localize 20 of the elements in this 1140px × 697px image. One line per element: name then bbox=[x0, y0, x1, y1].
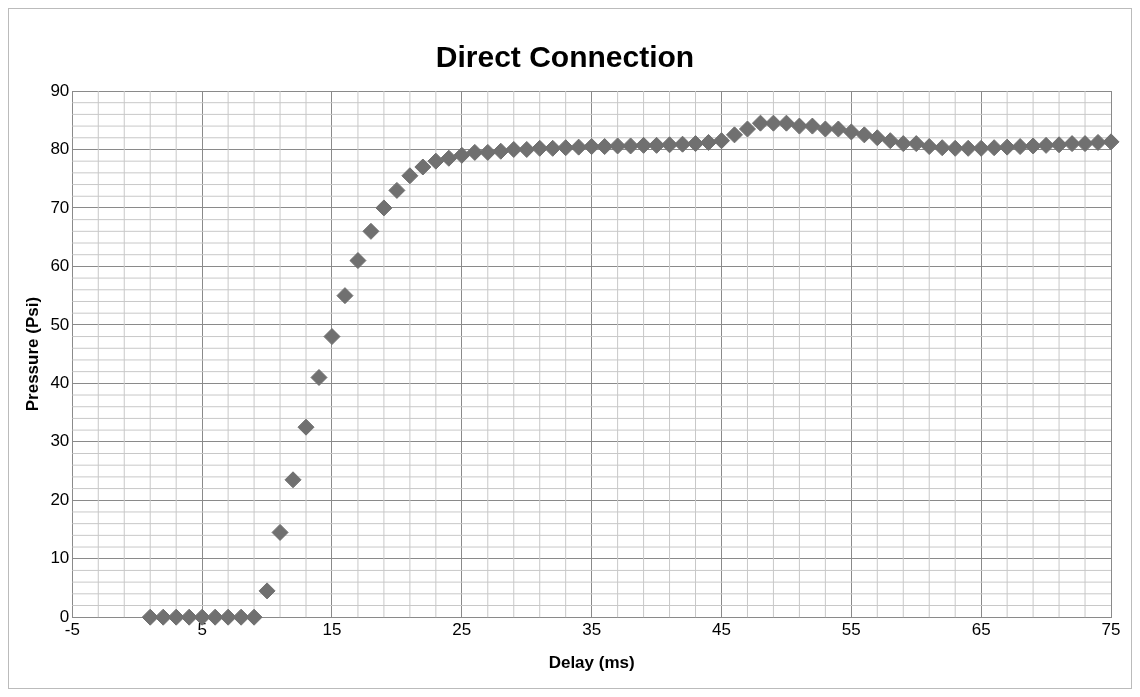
y-tick-label: 40 bbox=[50, 373, 70, 393]
y-tick-label: 90 bbox=[50, 80, 70, 100]
y-tick-label: 10 bbox=[50, 548, 70, 568]
x-tick-label: 35 bbox=[582, 620, 602, 640]
y-tick-label: 60 bbox=[50, 256, 70, 276]
y-tick-label: 0 bbox=[59, 606, 70, 626]
y-axis-title: Pressure (Psi) bbox=[22, 296, 42, 412]
y-tick-label: 50 bbox=[50, 314, 70, 334]
x-axis-title: Delay (ms) bbox=[548, 653, 635, 673]
y-tick-label: 70 bbox=[50, 197, 70, 217]
x-tick-label: 15 bbox=[322, 620, 342, 640]
y-tick-label: 30 bbox=[50, 431, 70, 451]
x-tick-label: 45 bbox=[712, 620, 731, 640]
x-tick-label: 75 bbox=[1101, 620, 1121, 640]
x-tick-label: 25 bbox=[452, 620, 472, 640]
x-tick-label: 55 bbox=[841, 620, 861, 640]
x-tick-label: 65 bbox=[971, 620, 991, 640]
y-tick-label: 20 bbox=[50, 489, 70, 509]
y-tick-label: 80 bbox=[50, 139, 70, 159]
chart-title: Direct Connection bbox=[435, 40, 695, 74]
